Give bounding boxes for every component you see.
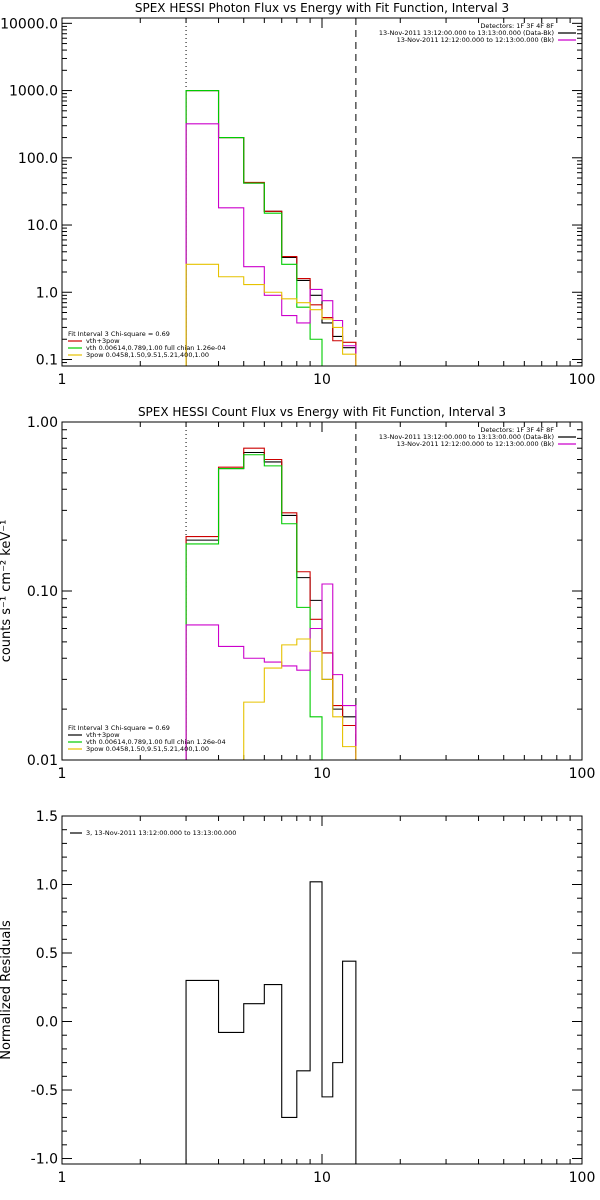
y-axis-label: counts s⁻¹ cm⁻² keV⁻¹ — [0, 520, 14, 663]
series-5-step-line — [243, 638, 357, 760]
x-tick-label: 100 — [569, 372, 596, 388]
y-tick-label: 0.1 — [36, 352, 58, 368]
y-tick-label: 0.01 — [27, 753, 58, 769]
y-tick-label: 0.5 — [36, 946, 58, 962]
x-tick-label: 10 — [313, 766, 331, 782]
y-tick-label: 1.0 — [36, 285, 58, 301]
series-4-step-line — [185, 123, 357, 366]
series-group — [185, 447, 357, 760]
plot-frame — [61, 815, 583, 1165]
legend-top-line: 13-Nov-2011 12:12:00.000 to 12:13:00.000… — [397, 36, 554, 44]
series-group — [185, 881, 357, 1164]
legend-top-line: 13-Nov-2011 13:12:00.000 to 13:13:00.000… — [379, 29, 554, 37]
legend-item: 3pow 0.0458,1.50,9.51,5.21,400,1.00 — [86, 745, 209, 753]
x-tick-label: 1 — [58, 372, 67, 388]
legend-item: vth+3pow — [86, 731, 120, 739]
y-tick-label: 0.10 — [27, 584, 58, 600]
plot-frame — [61, 421, 583, 761]
y-tick-label: 10.0 — [27, 218, 58, 234]
legend-item: vth 0.00614,0.789,1.00 full chian 1.26e-… — [86, 344, 226, 352]
y-tick-label: 1.0 — [36, 878, 58, 894]
legend-item: vth+3pow — [86, 337, 120, 345]
series-1-step-line — [185, 451, 357, 760]
series-1-step-line — [185, 881, 357, 1164]
series-5-step-line — [185, 263, 357, 366]
legend-fit-header: Fit Interval 3 Chi-square = 0.69 — [68, 330, 170, 338]
legend-top-line: Detectors: 1F 3F 4F 8F — [480, 22, 554, 30]
series-4-step-line — [185, 583, 357, 760]
x-tick-label: 1 — [58, 1170, 67, 1186]
y-tick-label: -1.0 — [31, 1152, 58, 1168]
legend-item: vth 0.00614,0.789,1.00 full chian 1.26e-… — [86, 738, 226, 746]
legend-top: 3, 13-Nov-2011 13:12:00.000 to 13:13:00.… — [70, 829, 236, 837]
y-tick-label: 1.5 — [36, 809, 58, 825]
y-tick-label: 1.00 — [27, 415, 58, 431]
axis-ticks — [61, 815, 582, 1164]
chart-panel-2: SPEX HESSI Count Flux vs Energy with Fit… — [0, 405, 596, 782]
legend-top-line: Detectors: 1F 3F 4F 8F — [480, 426, 554, 434]
series-3-step-line — [185, 454, 323, 760]
series-2-step-line — [185, 90, 357, 366]
y-tick-label: 100.0 — [18, 151, 58, 167]
series-1-step-line — [185, 90, 357, 366]
series-2-step-line — [185, 447, 357, 760]
legend-bottom: Fit Interval 3 Chi-square = 0.69vth+3pow… — [68, 724, 226, 753]
chart-title: SPEX HESSI Count Flux vs Energy with Fit… — [138, 405, 506, 419]
chart-title: SPEX HESSI Photon Flux vs Energy with Fi… — [135, 1, 509, 15]
legend-item: 3pow 0.0458,1.50,9.51,5.21,400,1.00 — [86, 351, 209, 359]
legend-top-line: 3, 13-Nov-2011 13:12:00.000 to 13:13:00.… — [86, 829, 236, 837]
legend-bottom: Fit Interval 3 Chi-square = 0.69vth+3pow… — [68, 330, 226, 359]
legend-top-line: 13-Nov-2011 12:12:00.000 to 12:13:00.000… — [397, 440, 554, 448]
axis-ticks — [61, 18, 582, 367]
y-axis-label: Normalized Residuals — [0, 920, 14, 1060]
series-3-step-line — [185, 90, 334, 366]
series-group — [185, 90, 357, 366]
chart-panel-3: Normalized Residuals 1 10 100 -1.0 -0.5 0.0 0.5… — [0, 809, 595, 1186]
x-tick-label: 10 — [313, 372, 331, 388]
y-tick-label: 10000.0 — [0, 16, 58, 32]
y-tick-label: 1000.0 — [9, 84, 58, 100]
x-tick-label: 10 — [313, 1170, 331, 1186]
x-tick-label: 1 — [58, 766, 67, 782]
chart-panel-1: SPEX HESSI Photon Flux vs Energy with Fi… — [0, 1, 595, 388]
legend-fit-header: Fit Interval 3 Chi-square = 0.69 — [68, 724, 170, 732]
y-tick-label: 0.0 — [36, 1015, 58, 1031]
plot-frame — [61, 17, 583, 367]
legend-top-line: 13-Nov-2011 13:12:00.000 to 13:13:00.000… — [379, 433, 554, 441]
x-tick-label: 100 — [569, 766, 596, 782]
x-tick-label: 100 — [569, 1170, 596, 1186]
y-tick-label: -0.5 — [31, 1083, 58, 1099]
